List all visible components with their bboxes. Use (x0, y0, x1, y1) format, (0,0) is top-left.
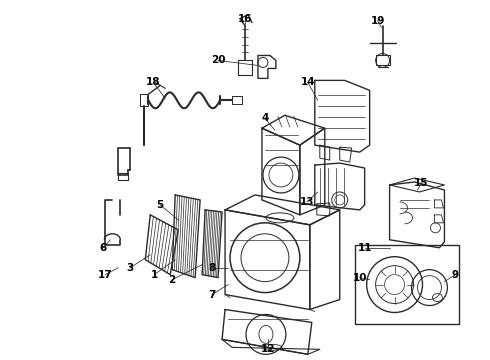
Text: 18: 18 (146, 77, 161, 87)
Text: 14: 14 (300, 77, 315, 87)
Text: 3: 3 (127, 263, 134, 273)
Text: 15: 15 (414, 178, 429, 188)
Text: 12: 12 (261, 345, 275, 354)
Text: 8: 8 (208, 263, 216, 273)
Text: 7: 7 (208, 289, 216, 300)
Text: 9: 9 (452, 270, 459, 280)
Text: 6: 6 (100, 243, 107, 253)
Text: 19: 19 (370, 15, 385, 26)
Text: 13: 13 (299, 197, 314, 207)
Text: 1: 1 (150, 270, 158, 280)
Text: 5: 5 (157, 200, 164, 210)
Text: 17: 17 (98, 270, 113, 280)
Text: 16: 16 (238, 14, 252, 24)
Bar (355, 245, 460, 324)
Text: 10: 10 (352, 273, 367, 283)
Text: 20: 20 (211, 55, 225, 66)
Text: 4: 4 (261, 113, 269, 123)
Text: 11: 11 (357, 243, 372, 253)
Text: 2: 2 (169, 275, 176, 285)
